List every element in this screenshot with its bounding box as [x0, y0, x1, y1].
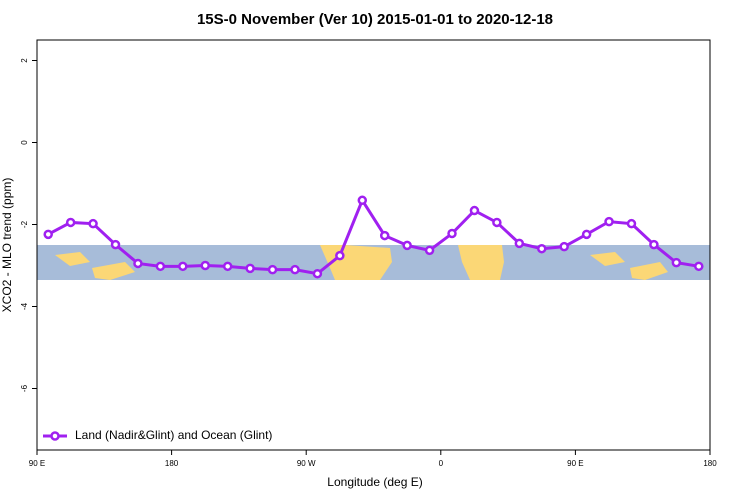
legend: Land (Nadir&Glint) and Ocean (Glint): [43, 428, 272, 442]
point: [267, 264, 278, 275]
chart-title: 15S-0 November (Ver 10) 2015-01-01 to 20…: [197, 11, 553, 28]
point: [694, 261, 704, 272]
point: [155, 261, 166, 272]
world-map-strip: [37, 245, 710, 280]
y-axis-label: XCO2 - MLO trend (ppm): [0, 178, 14, 313]
x-tick-label: 90 W: [297, 459, 316, 468]
point: [537, 243, 547, 254]
point: [447, 228, 457, 239]
legend-label: Land (Nadir&Glint) and Ocean (Glint): [75, 428, 272, 442]
point: [604, 216, 614, 227]
point: [110, 239, 121, 250]
point: [469, 205, 480, 216]
point: [424, 245, 435, 256]
point: [559, 241, 569, 252]
point: [133, 258, 143, 269]
point: [402, 240, 412, 251]
y-tick-label: -4: [20, 302, 29, 310]
x-axis-label: Longitude (deg E): [327, 475, 422, 489]
legend-marker: [50, 431, 60, 441]
y-tick-label: -2: [20, 220, 29, 228]
point: [492, 217, 502, 228]
point: [178, 261, 188, 272]
plot-frame: [36, 39, 711, 451]
point: [514, 238, 525, 249]
y-tick-label: 2: [20, 58, 29, 63]
point: [200, 260, 210, 271]
point: [357, 195, 368, 206]
point: [335, 250, 345, 261]
x-tick-label: 0: [439, 459, 444, 468]
point: [245, 263, 255, 274]
point: [581, 229, 592, 240]
x-tick-label: 180: [703, 459, 717, 468]
point: [312, 268, 323, 279]
point: [649, 239, 659, 250]
x-tick-label: 90 E: [29, 459, 45, 468]
y-tick-label: -6: [20, 384, 29, 392]
point: [43, 229, 53, 240]
point: [222, 261, 233, 272]
point: [65, 217, 76, 228]
point: [379, 230, 390, 241]
x-tick-label: 180: [165, 459, 179, 468]
point: [671, 257, 682, 268]
y-tick-label: 0: [20, 140, 29, 145]
point: [626, 218, 637, 229]
x-tick-label: 90 E: [567, 459, 583, 468]
point: [290, 264, 300, 275]
point: [88, 218, 98, 229]
